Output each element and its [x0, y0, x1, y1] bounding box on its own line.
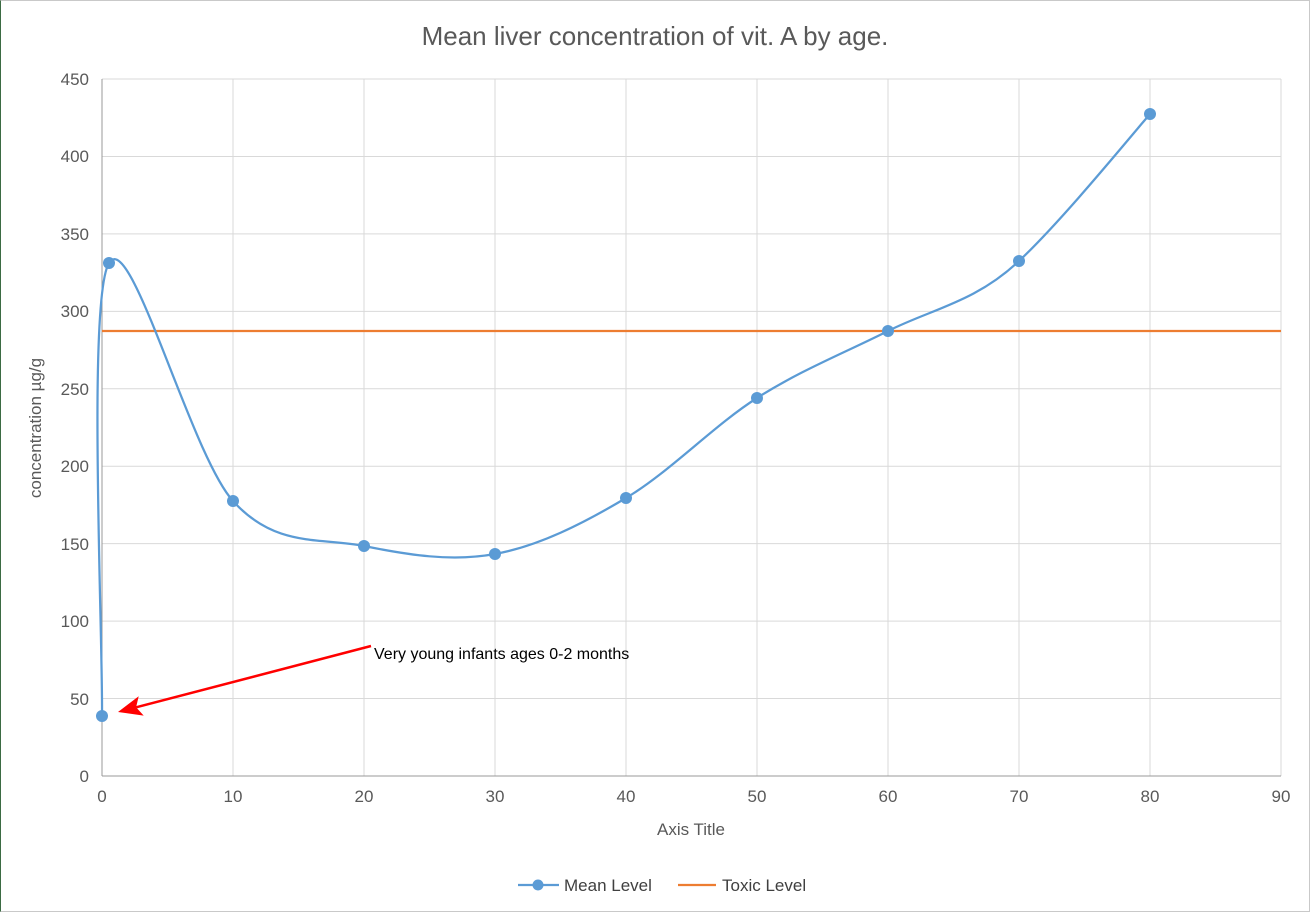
svg-text:50: 50	[748, 787, 767, 806]
svg-text:350: 350	[61, 225, 89, 244]
svg-text:60: 60	[879, 787, 898, 806]
svg-text:70: 70	[1010, 787, 1029, 806]
svg-text:Mean Level: Mean Level	[564, 876, 652, 895]
svg-text:concentration µg/g: concentration µg/g	[26, 358, 45, 498]
svg-text:400: 400	[61, 147, 89, 166]
svg-text:50: 50	[70, 690, 89, 709]
svg-text:20: 20	[355, 787, 374, 806]
svg-text:Axis Title: Axis Title	[657, 820, 725, 839]
svg-text:100: 100	[61, 612, 89, 631]
svg-text:40: 40	[617, 787, 636, 806]
svg-text:250: 250	[61, 380, 89, 399]
svg-text:Toxic Level: Toxic Level	[722, 876, 806, 895]
svg-text:80: 80	[1141, 787, 1160, 806]
svg-text:300: 300	[61, 302, 89, 321]
svg-text:200: 200	[61, 457, 89, 476]
svg-text:450: 450	[61, 70, 89, 89]
svg-text:10: 10	[224, 787, 243, 806]
svg-text:0: 0	[80, 767, 89, 786]
svg-text:0: 0	[97, 787, 106, 806]
svg-text:Very young infants ages 0-2 mo: Very young infants ages 0-2 months	[374, 646, 629, 663]
svg-text:30: 30	[486, 787, 505, 806]
svg-text:90: 90	[1272, 787, 1291, 806]
svg-text:150: 150	[61, 535, 89, 554]
